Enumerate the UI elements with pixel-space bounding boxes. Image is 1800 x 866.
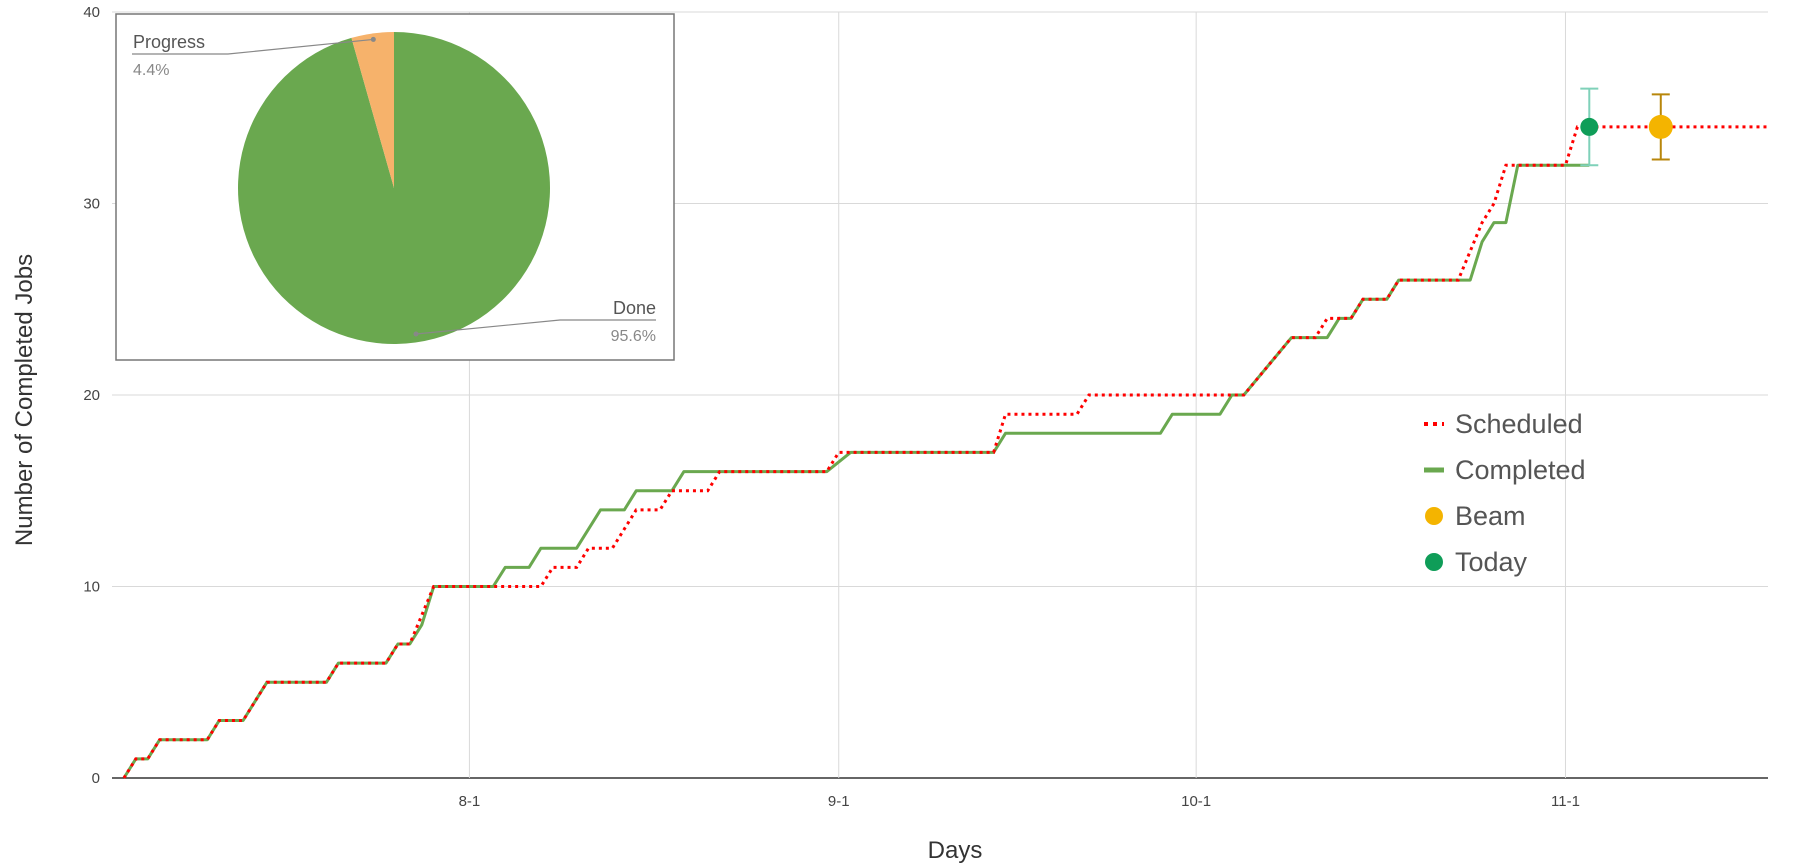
pie-leader-done: [415, 319, 656, 335]
y-tick-label: 10: [83, 579, 100, 596]
pie-slice-progress: [351, 32, 394, 188]
pie-label-progress: Progress: [133, 32, 205, 52]
legend-swatch-beam: [1425, 507, 1443, 525]
x-axis-ticks: 8-1 9-1 10-1 11-1: [459, 793, 1580, 810]
today-marker: [1580, 117, 1599, 136]
x-tick-label: 9-1: [828, 793, 850, 810]
legend-label-scheduled: Scheduled: [1455, 409, 1583, 439]
pie-percent-done: 95.6%: [611, 328, 656, 345]
y-tick-label: 20: [83, 387, 100, 404]
legend-label-beam: Beam: [1455, 501, 1526, 531]
pie-chart: Progress 4.4% Done 95.6%: [132, 32, 656, 345]
pie-leader-progress: [132, 38, 374, 55]
beam-marker: [1648, 114, 1673, 139]
x-axis-title: Days: [928, 837, 983, 864]
pie-percent-progress: 4.4%: [133, 62, 169, 79]
plot-markers: [1580, 87, 1673, 167]
series-line-scheduled: [122, 125, 1768, 779]
x-tick-label: 10-1: [1181, 793, 1211, 810]
pie-inset: Progress 4.4% Done 95.6%: [115, 13, 675, 361]
plot-series: [122, 125, 1768, 779]
x-tick-label: 8-1: [459, 793, 481, 810]
legend: Scheduled Completed Beam Today: [1424, 409, 1586, 577]
y-tick-label: 0: [92, 770, 100, 787]
x-tick-label: 11-1: [1551, 793, 1580, 810]
y-axis-ticks: 0 10 20 30 40: [83, 4, 100, 787]
y-tick-label: 30: [83, 196, 100, 213]
pie-label-done: Done: [613, 298, 656, 318]
legend-label-completed: Completed: [1455, 455, 1586, 485]
y-tick-label: 40: [83, 4, 100, 21]
legend-label-today: Today: [1455, 547, 1528, 577]
y-axis-title: Number of Completed Jobs: [11, 254, 38, 546]
legend-swatch-today: [1425, 553, 1443, 571]
